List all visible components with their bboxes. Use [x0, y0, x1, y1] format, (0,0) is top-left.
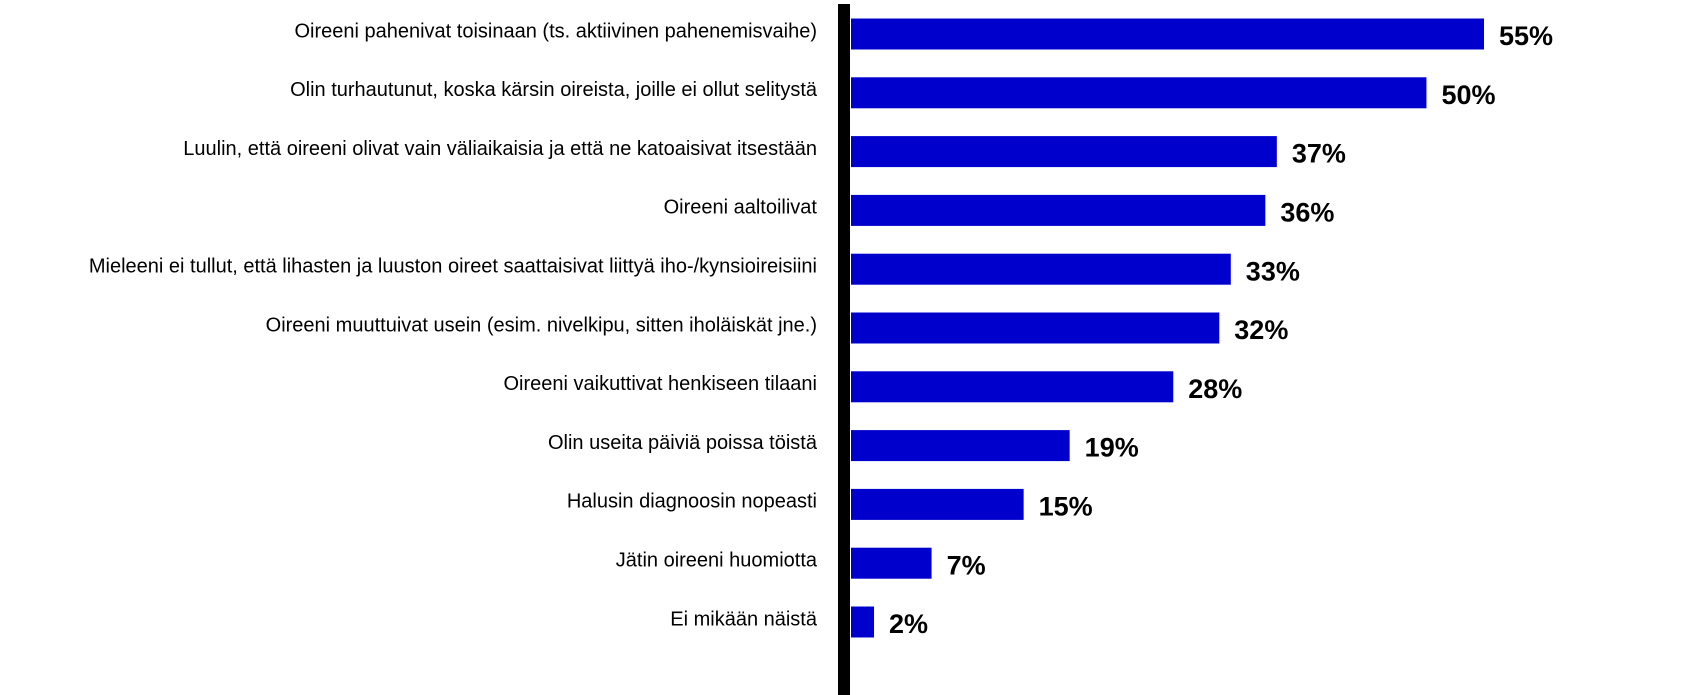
bar: [851, 77, 1427, 109]
bar: [851, 606, 875, 638]
category-label: Oireeni aaltoilivat: [664, 197, 818, 219]
value-label: 19%: [1085, 433, 1139, 463]
bar: [851, 488, 1024, 520]
value-label: 50%: [1441, 80, 1495, 110]
value-label: 15%: [1039, 492, 1093, 522]
category-label: Oireeni pahenivat toisinaan (ts. aktiivi…: [294, 20, 817, 42]
category-label: Olin turhautunut, koska kärsin oireista,…: [290, 79, 818, 101]
category-label: Luulin, että oireeni olivat vain väliaik…: [183, 138, 817, 160]
axis-line: [838, 4, 850, 695]
category-label: Olin useita päiviä poissa töistä: [548, 432, 818, 454]
category-label: Oireeni vaikuttivat henkiseen tilaani: [503, 373, 817, 395]
value-label: 7%: [947, 550, 986, 580]
bar: [851, 253, 1231, 285]
bar: [851, 371, 1174, 403]
category-label: Halusin diagnoosin nopeasti: [567, 491, 817, 513]
bar: [851, 18, 1484, 50]
bar: [851, 194, 1266, 226]
bar: [851, 136, 1277, 168]
bar: [851, 312, 1220, 344]
category-label: Jätin oireeni huomiotta: [616, 549, 818, 571]
value-label: 32%: [1234, 315, 1288, 345]
value-label: 2%: [889, 609, 928, 639]
value-label: 28%: [1188, 374, 1242, 404]
value-label: 37%: [1292, 139, 1346, 169]
category-label: Oireeni muuttuivat usein (esim. nivelkip…: [266, 314, 817, 336]
value-label: 36%: [1280, 198, 1334, 228]
value-label: 55%: [1499, 21, 1553, 51]
value-label: 33%: [1246, 256, 1300, 286]
category-label: Ei mikään näistä: [670, 608, 818, 630]
bar: [851, 547, 932, 579]
bar: [851, 430, 1070, 462]
category-label: Mieleeni ei tullut, että lihasten ja luu…: [89, 255, 817, 277]
